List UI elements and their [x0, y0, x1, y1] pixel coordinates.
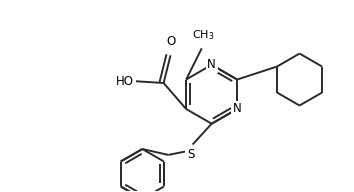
Text: N: N: [233, 103, 241, 116]
Text: HO: HO: [116, 75, 134, 88]
Text: O: O: [166, 35, 175, 48]
Text: CH$_3$: CH$_3$: [192, 28, 215, 42]
Text: N: N: [207, 58, 216, 71]
Text: S: S: [187, 148, 195, 161]
